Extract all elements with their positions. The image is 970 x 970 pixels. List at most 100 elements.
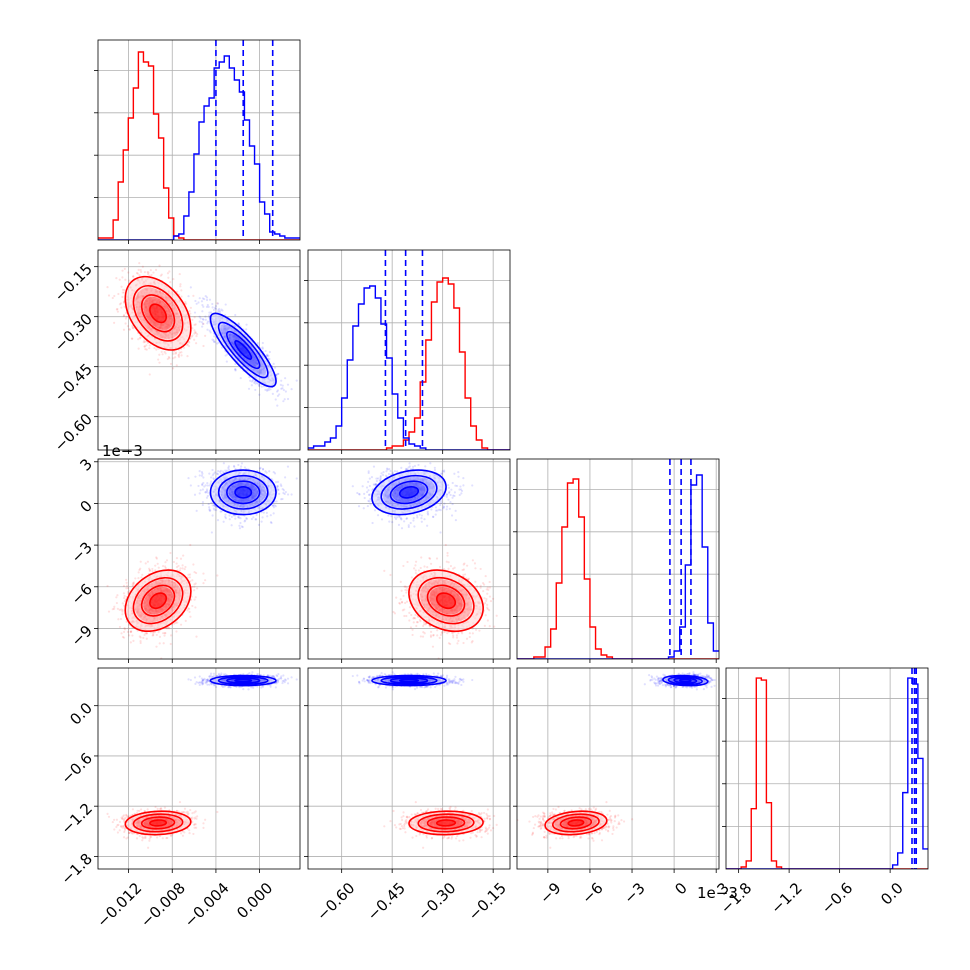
scatter-point [143, 340, 146, 344]
scatter-point [193, 323, 196, 326]
scatter-point [234, 369, 237, 372]
scatter-point [124, 317, 127, 320]
scatter-point [193, 311, 197, 314]
scatter-point [179, 285, 182, 288]
scatter-point [226, 353, 229, 356]
scatter-point [208, 298, 212, 301]
scatter-point [205, 298, 209, 302]
scatter-point [204, 315, 207, 318]
scatter-point [239, 377, 242, 380]
scatter-point [295, 477, 298, 480]
scatter-point [201, 501, 205, 504]
scatter-point [139, 636, 142, 639]
scatter-point [189, 543, 192, 547]
scatter-point [188, 310, 191, 313]
scatter-point [275, 390, 279, 393]
scatter-point [243, 466, 247, 469]
scatter-point [106, 286, 109, 289]
scatter-point [280, 379, 283, 382]
scatter-point [217, 309, 220, 312]
scatter-point [164, 352, 167, 355]
scatter-point [250, 384, 253, 387]
scatter-point [115, 596, 118, 599]
scatter-point [146, 341, 150, 345]
scatter-point [204, 491, 207, 494]
scatter-point [180, 295, 183, 298]
scatter-point [121, 295, 124, 299]
scatter-point [131, 275, 135, 278]
scatter-point [164, 566, 167, 570]
scatter-point [202, 476, 205, 479]
scatter-point [172, 277, 175, 281]
scatter-point [252, 516, 255, 519]
scatter-point [139, 640, 142, 643]
scatter-point [127, 627, 130, 630]
scatter-point [118, 625, 122, 629]
scatter-point [208, 506, 211, 509]
scatter-point [207, 502, 210, 506]
scatter-point [178, 272, 181, 276]
scatter-point [179, 567, 182, 570]
scatter-point [196, 587, 199, 590]
scatter-point [222, 520, 225, 523]
scatter-point [106, 584, 109, 588]
scatter-point [267, 389, 270, 392]
scatter-point [276, 372, 280, 375]
scatter-point [168, 357, 171, 360]
scatter-point [121, 269, 124, 272]
scatter-point [257, 523, 260, 526]
scatter-point [178, 569, 182, 572]
scatter-point [176, 621, 179, 624]
scatter-point [208, 329, 211, 332]
scatter-point [206, 303, 209, 307]
scatter-point [158, 353, 161, 356]
scatter-point [155, 645, 158, 648]
scatter-point [260, 385, 263, 388]
scatter-point [206, 482, 209, 485]
scatter-point [172, 352, 175, 355]
scatter-point [139, 641, 142, 645]
scatter-point [194, 323, 197, 326]
scatter-point [217, 341, 220, 344]
scatter-point [221, 309, 224, 312]
scatter-point [224, 354, 227, 357]
scatter-point [137, 347, 140, 350]
scatter-point [265, 389, 269, 392]
scatter-point [143, 339, 146, 342]
scatter-point [165, 559, 169, 562]
scatter-point [282, 388, 285, 392]
scatter-point [137, 576, 140, 580]
scatter-point [200, 300, 204, 303]
scatter-point [193, 585, 196, 589]
scatter-point [174, 356, 177, 359]
scatter-point [202, 582, 205, 585]
scatter-point [210, 531, 213, 534]
scatter-point [188, 607, 191, 611]
scatter-point [284, 476, 287, 479]
scatter-point [181, 564, 184, 567]
scatter-point [145, 637, 148, 640]
scatter-point [198, 492, 201, 495]
scatter-point [201, 303, 204, 307]
scatter-point [187, 295, 190, 298]
scatter-point [139, 336, 142, 339]
scatter-point [224, 303, 227, 306]
scatter-point [186, 609, 189, 612]
scatter-point [276, 480, 280, 484]
scatter-point [145, 348, 148, 351]
scatter-point [198, 474, 201, 477]
scatter-point [185, 302, 188, 305]
scatter-point [161, 564, 165, 568]
scatter-point [200, 321, 204, 324]
scatter-point [158, 361, 161, 364]
scatter-point [214, 305, 218, 308]
scatter-point [119, 302, 123, 305]
scatter-point [286, 397, 290, 401]
scatter-point [120, 306, 123, 309]
scatter-point [250, 380, 253, 383]
scatter-point [180, 351, 183, 354]
scatter-point [267, 386, 271, 390]
scatter-point [116, 594, 119, 597]
scatter-point [138, 274, 141, 277]
scatter-point [269, 388, 272, 391]
